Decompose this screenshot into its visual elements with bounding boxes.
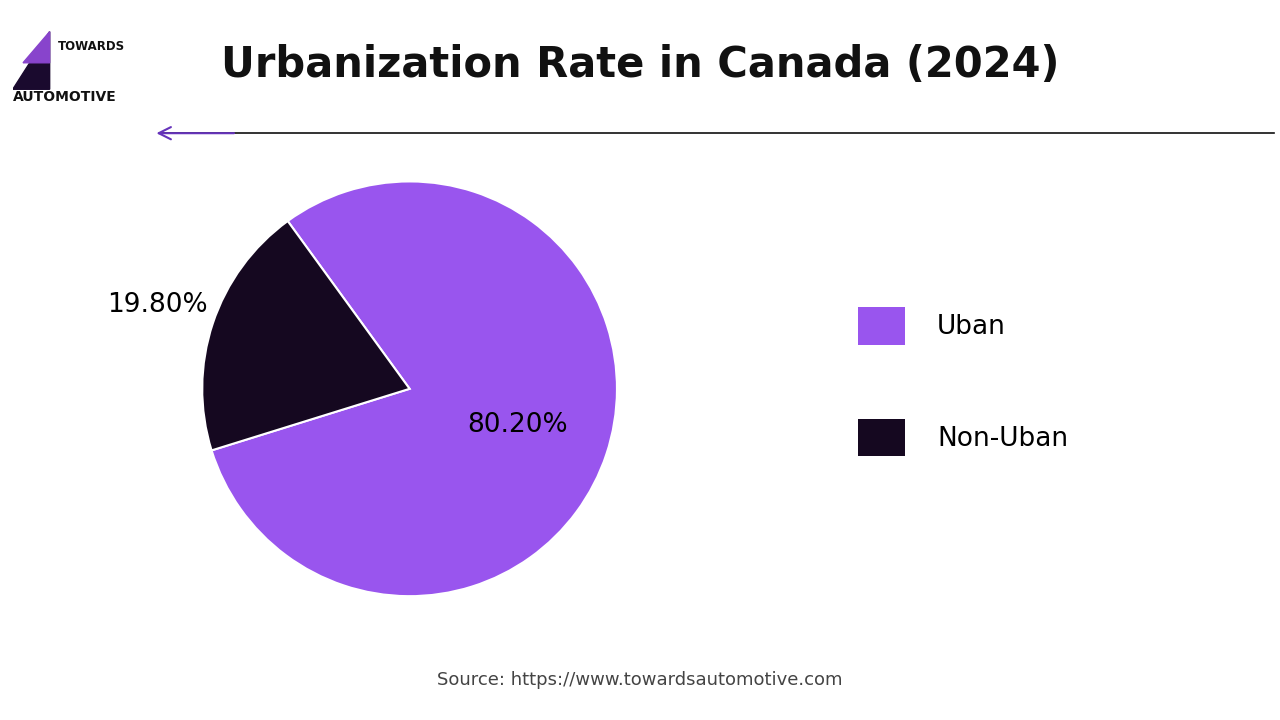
Text: Source: https://www.towardsautomotive.com: Source: https://www.towardsautomotive.co… [438,671,842,690]
Text: TOWARDS: TOWARDS [58,40,125,53]
Text: 19.80%: 19.80% [108,292,209,318]
Text: Urbanization Rate in Canada (2024): Urbanization Rate in Canada (2024) [220,44,1060,86]
Polygon shape [23,32,50,63]
Polygon shape [13,32,50,89]
Text: AUTOMOTIVE: AUTOMOTIVE [13,90,116,104]
Wedge shape [211,181,617,596]
Text: 80.20%: 80.20% [467,412,568,438]
Wedge shape [202,221,410,451]
Legend: Uban, Non-Uban: Uban, Non-Uban [858,307,1069,456]
